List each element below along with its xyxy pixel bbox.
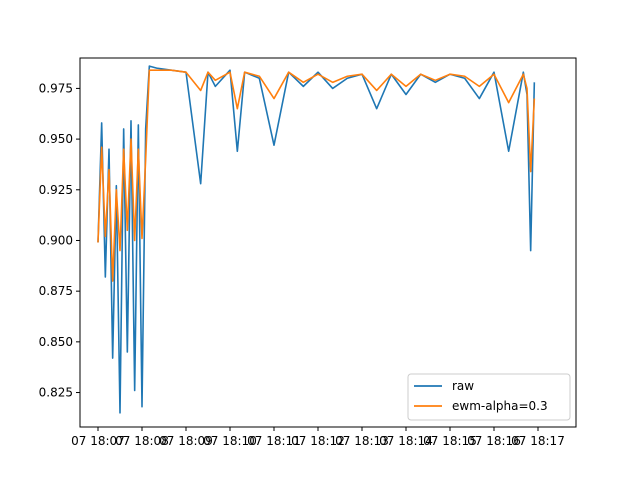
legend-label-1: ewm-alpha=0.3 [452, 399, 548, 413]
y-tick-label-6: 0.975 [39, 81, 73, 95]
x-tick-label-10: 07 18:17 [511, 434, 565, 448]
x-tick-label-6: 07 18:13 [335, 434, 389, 448]
x-tick-label-1: 07 18:08 [115, 434, 169, 448]
series-line-0 [97, 65, 536, 414]
x-tick-label-9: 07 18:16 [467, 434, 521, 448]
x-tick-label-5: 07 18:12 [291, 434, 345, 448]
y-tick-label-4: 0.925 [39, 183, 73, 197]
y-tick-label-0: 0.825 [39, 386, 73, 400]
y-tick-label-5: 0.950 [39, 132, 73, 146]
x-tick-label-2: 07 18:09 [159, 434, 213, 448]
legend: raw ewm-alpha=0.3 [407, 373, 571, 421]
legend-label-0: raw [452, 379, 474, 393]
x-tick-label-0: 07 18:07 [71, 434, 125, 448]
x-tick-label-3: 07 18:10 [203, 434, 257, 448]
plot-area [97, 65, 536, 414]
x-tick-label-4: 07 18:11 [247, 434, 301, 448]
y-axis: 0.825 0.850 0.875 0.900 0.925 0.950 0.975 [39, 81, 80, 400]
x-tick-label-7: 07 18:14 [379, 434, 433, 448]
axes-frame [79, 57, 577, 428]
y-tick-label-1: 0.850 [39, 335, 73, 349]
series-line-1 [97, 69, 536, 282]
y-tick-label-3: 0.900 [39, 233, 73, 247]
legend-box [407, 373, 571, 421]
x-tick-label-8: 07 18:15 [423, 434, 477, 448]
y-tick-label-2: 0.875 [39, 284, 73, 298]
